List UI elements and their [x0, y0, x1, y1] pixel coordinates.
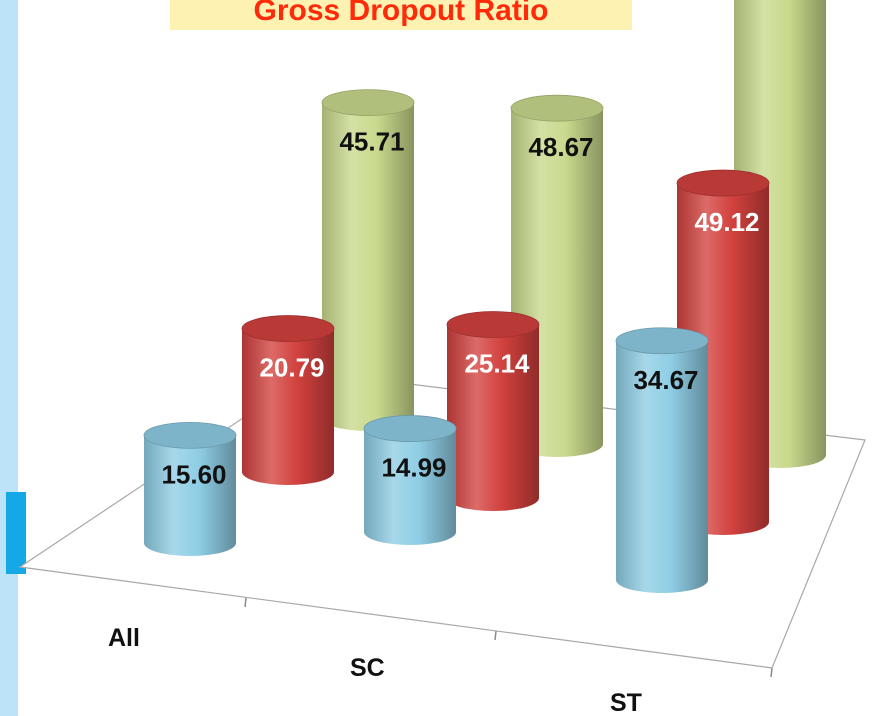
cylinder-body [447, 324, 539, 511]
cylinder-top [615, 327, 709, 355]
category-label-st: ST [610, 689, 642, 716]
cylinder-top [446, 311, 540, 338]
value-label: 73.14 [751, 0, 817, 4]
value-label: 20.79 [259, 353, 324, 383]
cylinder-body [616, 340, 708, 593]
chart-title: Gross Dropout Ratio [253, 0, 549, 27]
value-label: 45.71 [339, 127, 404, 157]
cylinder-body [364, 428, 456, 545]
axis-tick [244, 597, 247, 608]
slide-marker [6, 492, 26, 574]
cylinder-top [363, 415, 457, 442]
cylinder-bar-sc-s1: 14.99 [363, 415, 457, 545]
cylinder-top [676, 169, 770, 197]
value-label: 15.60 [161, 459, 226, 489]
cylinder-bar-st-s1: 34.67 [615, 327, 709, 593]
value-label: 34.67 [633, 365, 698, 395]
cylinder-bar-all-s1: 15.60 [143, 421, 237, 556]
cylinder-top [510, 94, 604, 122]
cylinder-bar-sc-s2: 25.14 [446, 311, 540, 511]
value-label: 48.67 [528, 132, 593, 162]
category-label-all: All [108, 624, 140, 652]
cylinder-top [143, 421, 237, 449]
cylinder-top [241, 315, 335, 342]
cylinder-bar-all-s2: 20.79 [241, 315, 335, 485]
axis-tick [494, 630, 497, 641]
value-label: 49.12 [694, 207, 759, 237]
cylinder-body [322, 102, 414, 431]
value-label: 14.99 [381, 453, 446, 483]
category-label-sc: SC [350, 654, 385, 682]
cylinder-top [321, 89, 415, 117]
axis-tick [770, 667, 773, 678]
category-labels: All SC ST [108, 624, 642, 716]
title-box: Gross Dropout Ratio [170, 0, 632, 30]
value-label: 25.14 [464, 349, 530, 379]
cylinder-body [242, 328, 334, 485]
cylinder-body [144, 435, 236, 556]
cylinder-bars: 45.71 48.67 73.14 20.79 25.14 49.12 15.60 14.99… [143, 0, 826, 593]
cylinder-bar-all-s3: 45.71 [321, 89, 415, 431]
